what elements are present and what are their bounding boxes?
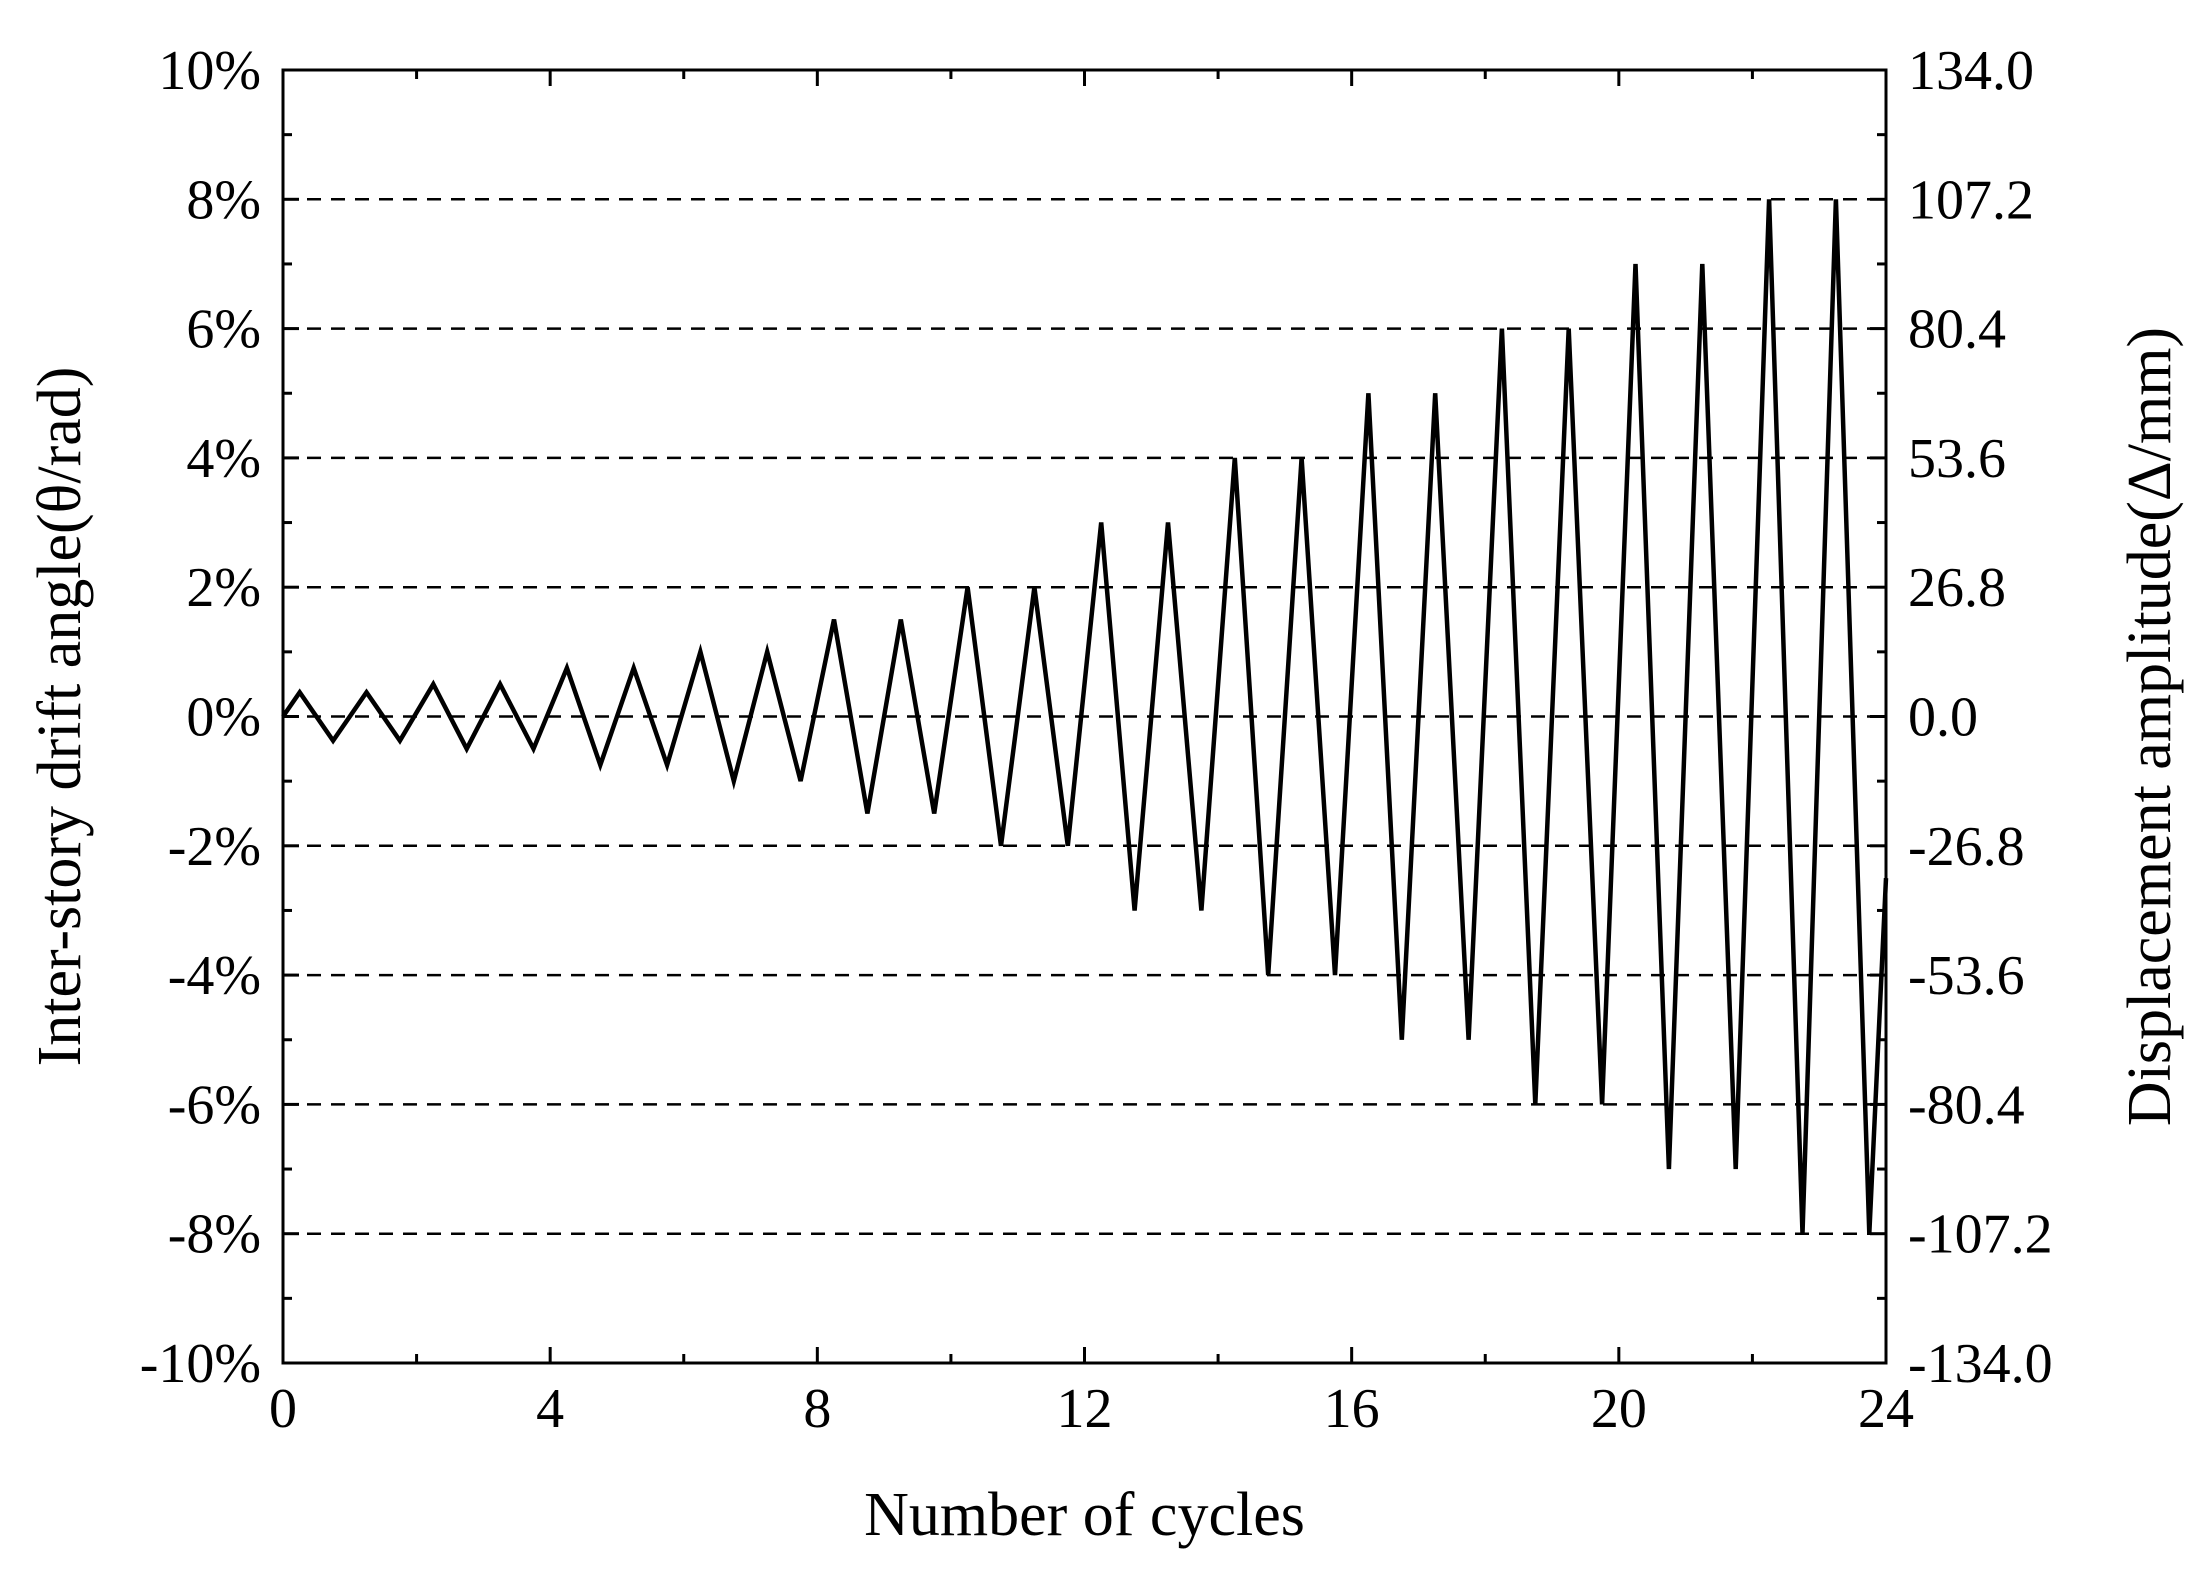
x-tick-label: 12: [1057, 1378, 1113, 1440]
x-tick-label: 4: [536, 1378, 564, 1440]
y-tick-label-left: -8%: [168, 1204, 261, 1266]
tick-labels: 0 4 8 12 16 20 24 -10% -8% -6% -4% -2% 0% 2% 4% 6% 8% 10%…: [140, 40, 2053, 1440]
y-tick-label-right: 107.2: [1908, 169, 2034, 231]
y-tick-label-left: 4%: [186, 428, 261, 490]
x-tick-label: 16: [1324, 1378, 1380, 1440]
y-tick-label-left: -4%: [168, 945, 261, 1007]
grid-lines: [283, 198, 1886, 1235]
y-tick-label-left: 2%: [186, 557, 261, 619]
x-tick-label: 20: [1591, 1378, 1647, 1440]
y-tick-label-left: 8%: [186, 169, 261, 231]
y-tick-label-left: 6%: [186, 299, 261, 361]
x-tick-label: 24: [1858, 1378, 1914, 1440]
series-layer: [281, 199, 1889, 1234]
y-tick-label-right: -80.4: [1908, 1074, 2025, 1136]
y-tick-label-right: -26.8: [1908, 816, 2025, 878]
x-tick-label: 8: [803, 1378, 831, 1440]
y-tick-label-right: -134.0: [1908, 1333, 2053, 1395]
series-line: [281, 199, 1889, 1234]
y-tick-label-left: -2%: [168, 816, 261, 878]
y-tick-label-left: 10%: [158, 40, 261, 102]
y-tick-label-right: 80.4: [1908, 299, 2006, 361]
y-tick-label-left: -6%: [168, 1074, 261, 1136]
x-tick-label: 0: [269, 1378, 297, 1440]
y-tick-label-right: 26.8: [1908, 557, 2006, 619]
y-tick-label-right: 53.6: [1908, 428, 2006, 490]
y-axis-left-title: Inter-story drift angle(θ/rad): [26, 367, 94, 1067]
y-axis-right-title: Displacement amplitude(Δ/mm): [2116, 327, 2184, 1126]
axis-ticks: [281, 68, 1888, 1365]
y-tick-label-right: 134.0: [1908, 40, 2034, 102]
y-tick-label-left: 0%: [186, 687, 261, 749]
y-tick-label-left: -10%: [140, 1333, 261, 1395]
y-tick-label-right: -107.2: [1908, 1204, 2053, 1266]
y-tick-label-right: -53.6: [1908, 945, 2025, 1007]
y-tick-label-right: 0.0: [1908, 687, 1978, 749]
x-axis-title: Number of cycles: [864, 1481, 1305, 1549]
